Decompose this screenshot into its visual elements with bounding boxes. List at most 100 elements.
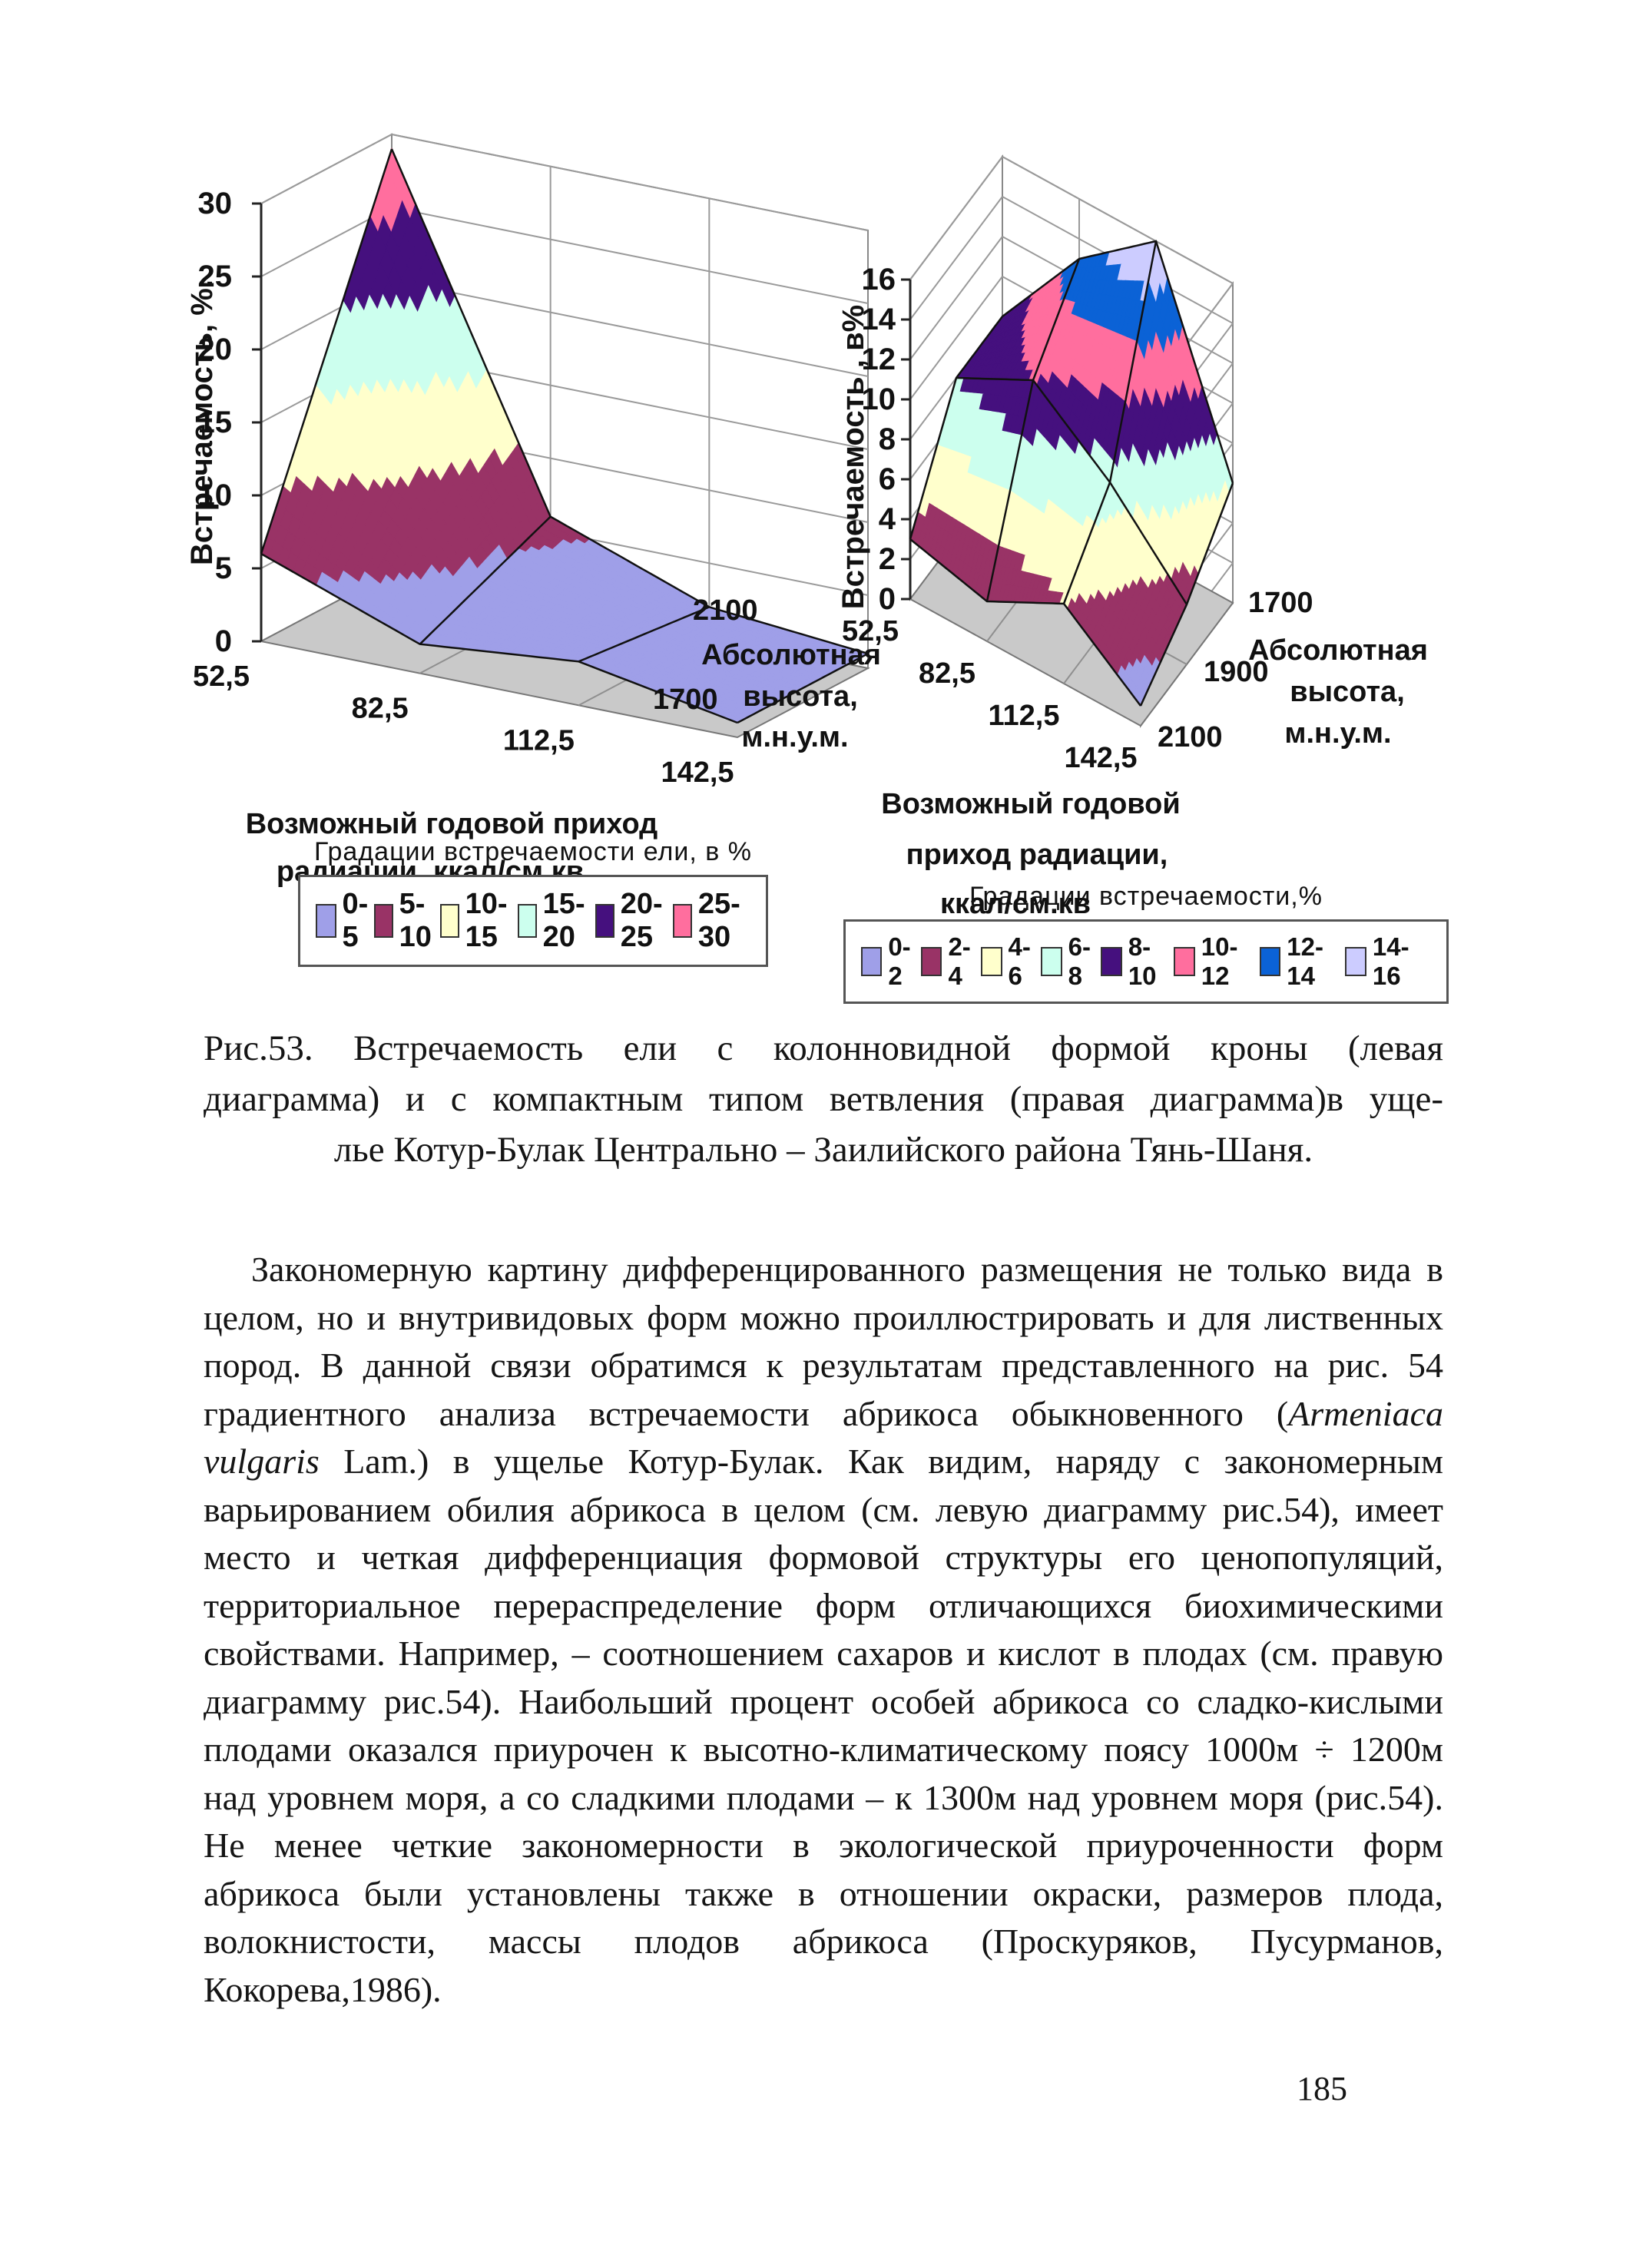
depth-tick-label: 1700	[653, 684, 718, 716]
x-axis-title-line: Возможный годовой	[881, 788, 1180, 820]
right-legend-item: 6-8	[1041, 932, 1101, 991]
x-tick-label: 82,5	[352, 693, 409, 725]
depth-axis-title-line: Абсолютная	[701, 639, 881, 671]
x-tick-label: 142,5	[661, 757, 734, 789]
right-legend-item: 4-6	[981, 932, 1041, 991]
right-legend-item: 2-4	[921, 932, 981, 991]
x-tick-label: 112,5	[989, 700, 1060, 732]
right-legend-item: 12-14	[1259, 932, 1346, 991]
y-tick-label: 14	[862, 303, 896, 336]
right-legend-label: 8-10	[1128, 932, 1157, 990]
y-tick-label: 0	[879, 582, 896, 616]
right-legend-swatch-icon	[921, 947, 942, 976]
page-number: 185	[1297, 2070, 1347, 2107]
x-axis-title-line: Возможный годовой приход	[246, 808, 658, 840]
depth-tick-label: 1700	[1248, 587, 1313, 619]
y-tick-label: 10	[198, 478, 233, 512]
right-legend-item: 10-12	[1174, 932, 1260, 991]
x-tick-label: 82,5	[919, 657, 975, 690]
left-legend-swatch-icon	[595, 904, 614, 938]
left-legend-label: 10-15	[465, 888, 508, 953]
y-tick-label: 8	[879, 422, 896, 456]
right-legend-label: 2-4	[948, 932, 971, 990]
body-paragraph: Закономерную картину дифференцированного…	[204, 1246, 1443, 2014]
x-axis-title-line: приход радиации,	[906, 839, 1168, 871]
y-tick-label: 12	[862, 343, 896, 376]
depth-tick-label: 2100	[693, 594, 758, 627]
right-legend-swatch-icon	[1345, 947, 1366, 976]
left-legend-box: 0-5 5-10 10-15 15-20 20-25 25-30	[298, 875, 768, 967]
right-legend-label: 10-12	[1201, 932, 1238, 990]
x-tick-label: 52,5	[193, 661, 250, 693]
y-tick-label: 16	[862, 263, 896, 296]
right-legend-label: 12-14	[1287, 932, 1323, 990]
left-legend-label: 0-5	[342, 888, 369, 953]
depth-tick-label: 2100	[1158, 721, 1223, 753]
right-legend-item: 8-10	[1101, 932, 1174, 991]
y-tick-label: 2	[879, 542, 896, 576]
left-legend-item: 10-15	[439, 888, 518, 954]
left-legend-item: 20-25	[595, 888, 673, 954]
right-legend-label: 4-6	[1008, 932, 1031, 990]
right-legend-swatch-icon	[981, 947, 1002, 976]
right-legend-swatch-icon	[1174, 947, 1195, 976]
x-tick-label: 52,5	[842, 615, 899, 647]
left-legend-swatch-icon	[316, 904, 336, 938]
depth-tick-label: 1900	[1204, 656, 1269, 688]
right-legend-swatch-icon	[861, 947, 883, 976]
left-legend-swatch-icon	[373, 904, 393, 938]
y-tick-label: 20	[198, 333, 233, 366]
right-chart-legend: Градации встречаемости,% 0-2 2-4 4-6 6-8 8-1…	[843, 882, 1449, 1004]
depth-axis-title-line: высота,	[743, 680, 858, 713]
body-text-end: Lam.) в ущелье Котур-Булак. Как видим, н…	[204, 1442, 1443, 2009]
left-legend-label: 20-25	[620, 888, 663, 953]
right-legend-box: 0-2 2-4 4-6 6-8 8-10 10-12 12-14 14-16	[843, 919, 1449, 1004]
x-tick-label: 112,5	[503, 724, 575, 757]
y-tick-label: 6	[879, 462, 896, 496]
right-legend-swatch-icon	[1259, 947, 1281, 976]
left-chart-legend: Градации встречаемости ели, в % 0-5 5-10 1…	[298, 837, 768, 967]
surface-mesh	[260, 147, 869, 723]
depth-axis-title-line: высота,	[1290, 676, 1405, 708]
depth-axis-title-line: м.н.у.м.	[741, 721, 848, 753]
x-axis-title-line: ккал/см.кв	[940, 888, 1091, 920]
x-tick-label: 142,5	[1064, 742, 1137, 774]
right-legend-title: Градации встречаемости,%	[969, 882, 1323, 911]
surface-mesh	[909, 240, 1234, 707]
left-legend-item: 0-5	[316, 888, 374, 954]
depth-axis-title-line: м.н.у.м.	[1284, 717, 1391, 750]
left-surface-chart: 0 5 10 15 20 25 30 52,5 82,5 112,5 142,5 2100 1700 Вс…	[185, 133, 881, 888]
y-tick-label: 4	[879, 502, 896, 536]
left-legend-item: 15-20	[517, 888, 595, 954]
right-legend-label: 0-2	[888, 932, 911, 990]
y-tick-label: 15	[198, 406, 233, 439]
left-legend-item: 5-10	[373, 888, 440, 954]
left-legend-swatch-icon	[517, 904, 537, 938]
right-legend-label: 6-8	[1068, 932, 1091, 990]
left-legend-label: 5-10	[399, 888, 432, 953]
left-legend-title: Градации встречаемости ели, в %	[314, 837, 752, 866]
caption-line-3: лье Котур-Булак Центрально – Заилийского…	[333, 1130, 1313, 1170]
caption-line-1: Рис.53. Встречаемость ели с колонновидно…	[204, 1028, 1443, 1068]
y-tick-label: 25	[198, 260, 233, 293]
right-legend-item: 14-16	[1345, 932, 1431, 991]
left-legend-label: 15-20	[542, 888, 585, 953]
y-tick-label: 0	[215, 624, 232, 658]
right-legend-item: 0-2	[861, 932, 921, 991]
caption-line-2: диаграмма) и с компактным типом ветвлени…	[204, 1079, 1443, 1119]
y-axis-title: Встречаемость , в%	[836, 305, 870, 609]
right-legend-label: 14-16	[1372, 932, 1409, 990]
left-legend-swatch-icon	[439, 904, 459, 938]
left-legend-item: 25-30	[672, 888, 750, 954]
body-text-start: Закономерную картину дифференцированного…	[204, 1250, 1443, 1433]
left-legend-label: 25-30	[697, 888, 740, 953]
right-legend-swatch-icon	[1041, 947, 1062, 976]
right-legend-swatch-icon	[1101, 947, 1122, 976]
figure-caption: Рис.53. Встречаемость ели с колонновидно…	[204, 1023, 1443, 1175]
left-legend-swatch-icon	[672, 904, 692, 938]
y-tick-label: 10	[862, 382, 896, 416]
y-tick-label: 30	[198, 187, 233, 220]
species-latin-name: Armeniaca vulgaris	[204, 1393, 1443, 1482]
